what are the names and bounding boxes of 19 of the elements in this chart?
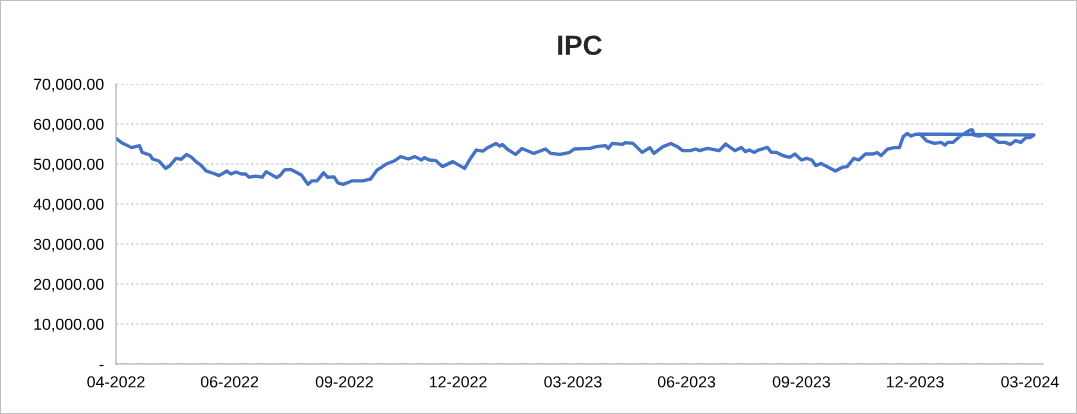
x-tick-label: 09-2023 — [772, 376, 831, 388]
y-tick-label: 60,000.00 — [33, 118, 104, 132]
y-tick-label: 40,000.00 — [33, 198, 104, 212]
line-series — [115, 128, 1036, 187]
x-tick-label: 06-2022 — [200, 376, 259, 388]
y-tick-label: 30,000.00 — [33, 238, 104, 252]
y-tick-label: 70,000.00 — [33, 78, 104, 92]
x-tick-label: 03-2024 — [1001, 376, 1059, 388]
x-tick-label: 12-2023 — [886, 376, 944, 388]
x-tick-label: 12-2022 — [429, 376, 487, 388]
x-tick-label: 06-2023 — [657, 376, 716, 388]
x-tick-label: 03-2023 — [544, 376, 602, 388]
y-tick-label: 20,000.00 — [33, 278, 104, 292]
y-tick-label: - — [99, 364, 104, 367]
x-tick-label: 04-2022 — [87, 376, 145, 388]
x-tick-label: 09-2022 — [315, 376, 373, 388]
y-tick-label: 10,000.00 — [34, 318, 104, 332]
y-tick-label: 50,000.00 — [33, 158, 104, 172]
chart-title: IPC — [558, 35, 602, 56]
